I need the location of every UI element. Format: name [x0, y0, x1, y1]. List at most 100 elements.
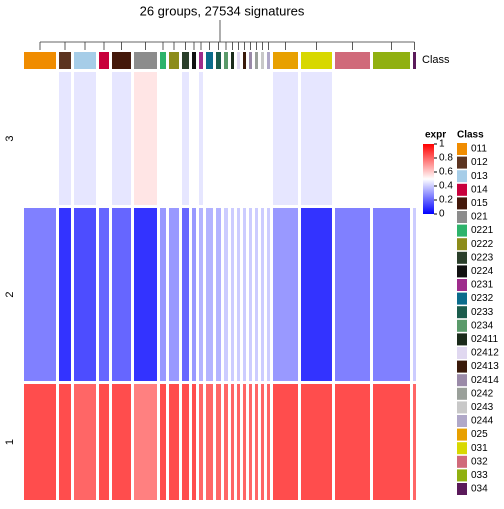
- legend-swatch: [457, 279, 467, 291]
- chart-title: 26 groups, 27534 signatures: [140, 3, 305, 18]
- heatmap-cell: [261, 384, 264, 500]
- legend-label: 014: [471, 184, 488, 195]
- legend-swatch: [457, 333, 467, 346]
- legend-swatch: [457, 156, 467, 169]
- class-cell: [373, 52, 410, 69]
- class-cell: [267, 52, 270, 69]
- scale-tick-label: 0.8: [439, 153, 453, 164]
- heatmap-cell: [267, 72, 270, 205]
- heatmap-cell: [237, 384, 240, 500]
- heatmap-cell: [182, 208, 189, 381]
- heatmap-cell: [413, 208, 416, 381]
- legend-label: 031: [471, 443, 488, 454]
- legend-swatch: [457, 143, 467, 155]
- heatmap-cell: [216, 208, 221, 381]
- heatmap-cell: [206, 384, 213, 500]
- row-group-label: 2: [4, 291, 16, 297]
- legend-swatch: [457, 347, 467, 359]
- heatmap-cell: [199, 72, 203, 205]
- class-cell: [273, 52, 298, 69]
- heatmap-cell: [59, 384, 71, 500]
- heatmap-cell: [169, 384, 179, 500]
- legend-label: 021: [471, 212, 488, 223]
- heatmap-cell: [24, 208, 56, 381]
- heatmap-cell: [273, 384, 298, 500]
- legend-swatch: [457, 442, 467, 455]
- legend-swatch: [457, 374, 467, 387]
- legend-label: 0243: [471, 402, 494, 413]
- legend-swatch: [457, 170, 467, 183]
- heatmap-cell: [335, 208, 370, 381]
- class-cell: [243, 52, 246, 69]
- heatmap-cell: [199, 208, 203, 381]
- heatmap-cell: [301, 72, 332, 205]
- scale-tick-label: 0.4: [439, 181, 453, 192]
- legend-label: 025: [471, 429, 488, 440]
- legend-swatch: [457, 455, 467, 468]
- legend-swatch: [457, 265, 467, 278]
- heatmap-cell: [192, 384, 196, 500]
- legend-swatch: [457, 183, 467, 196]
- class-cell: [192, 52, 196, 69]
- legend-swatch: [457, 319, 467, 332]
- scale-tick-label: 0.6: [439, 167, 453, 178]
- heatmap-cell: [249, 208, 252, 381]
- legend-label: 0234: [471, 320, 494, 331]
- class-cell: [182, 52, 189, 69]
- legend-label: 0224: [471, 266, 494, 277]
- heatmap-cell: [273, 72, 298, 205]
- heatmap-cell: [255, 72, 258, 205]
- heatmap-cell: [160, 384, 166, 500]
- class-cell: [249, 52, 252, 69]
- legend-label: 0233: [471, 307, 494, 318]
- legend-label: 02413: [471, 361, 499, 372]
- row-group-label: 3: [4, 135, 16, 141]
- heatmap-cell: [199, 384, 203, 500]
- heatmap-cell: [112, 384, 131, 500]
- class-cell: [169, 52, 179, 69]
- heatmap-cell: [243, 72, 246, 205]
- legend-label: 013: [471, 171, 488, 182]
- class-cell: [99, 52, 109, 69]
- legend-label: 011: [471, 144, 487, 155]
- heatmap-cell: [231, 384, 234, 500]
- heatmap-cell: [231, 72, 234, 205]
- legend-swatch: [457, 483, 467, 495]
- heatmap-cell: [224, 384, 228, 500]
- class-cell: [199, 52, 203, 69]
- legend-label: 034: [471, 484, 488, 495]
- legend-swatch: [457, 428, 467, 441]
- heatmap-cell: [112, 208, 131, 381]
- legend-swatch: [457, 469, 467, 482]
- annotation-label: Class: [422, 54, 450, 66]
- heatmap-cell: [255, 208, 258, 381]
- legend-swatch: [457, 224, 467, 237]
- class-cell: [335, 52, 370, 69]
- heatmap-cell: [112, 72, 131, 205]
- heatmap-cell: [413, 384, 416, 500]
- heatmap-cell: [206, 208, 213, 381]
- legend-label: 02412: [471, 348, 499, 359]
- class-cell: [216, 52, 221, 69]
- heatmap-cell: [182, 384, 189, 500]
- heatmap-cell: [160, 72, 166, 205]
- class-cell: [261, 52, 264, 69]
- class-cell: [224, 52, 228, 69]
- heatmap-cell: [224, 208, 228, 381]
- heatmap-cell: [237, 208, 240, 381]
- legend-title: Class: [457, 130, 484, 141]
- legend-swatch: [457, 306, 467, 319]
- heatmap-cell: [134, 72, 157, 205]
- heatmap-cell: [99, 384, 109, 500]
- heatmap-cell: [182, 72, 189, 205]
- scale-tick-label: 1: [439, 139, 445, 150]
- heatmap-cell: [231, 208, 234, 381]
- legend-label: 02411: [471, 334, 499, 345]
- heatmap-cell: [134, 384, 157, 500]
- heatmap-cell: [237, 72, 240, 205]
- legend-swatch: [457, 211, 467, 223]
- heatmap-cell: [74, 384, 96, 500]
- scale-tick-label: 0: [439, 209, 445, 220]
- legend-swatch: [457, 415, 467, 427]
- heatmap-cell: [243, 208, 246, 381]
